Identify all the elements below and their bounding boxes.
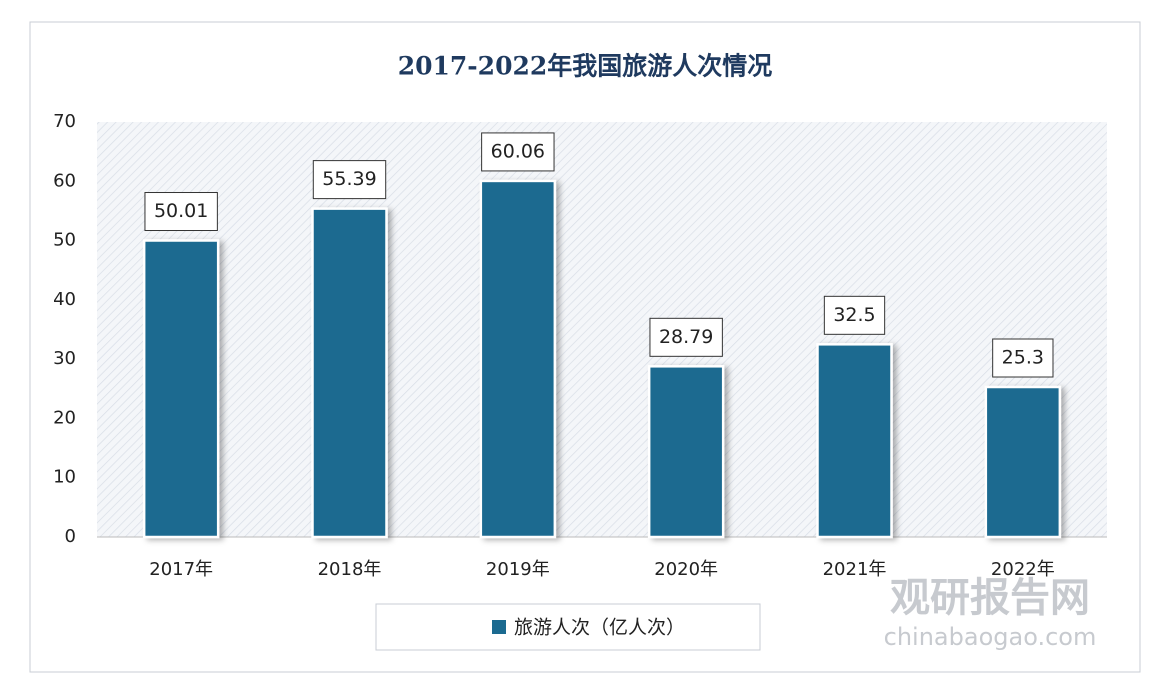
x-tick-label: 2017年 — [149, 559, 213, 580]
bar — [984, 385, 1062, 539]
legend-label: 旅游人次（亿人次） — [514, 617, 685, 639]
plot-area — [97, 122, 1107, 537]
data-label: 25.3 — [992, 338, 1054, 378]
bar — [311, 207, 388, 539]
bar — [816, 343, 893, 539]
watermark-brand: 观研报告网 — [890, 575, 1090, 621]
y-tick-label: 40 — [53, 289, 76, 310]
data-label: 28.79 — [649, 317, 723, 357]
watermark: 观研报告网 chinabaogao.com — [884, 575, 1097, 651]
legend — [375, 603, 761, 651]
data-label-box — [481, 132, 555, 172]
data-label-box — [649, 317, 723, 357]
data-label-text: 32.5 — [833, 304, 875, 326]
bar — [479, 179, 557, 539]
data-label-box — [144, 192, 218, 232]
y-tick-label: 70 — [53, 111, 76, 132]
x-tick-label: 2020年 — [654, 559, 718, 580]
data-label-text: 50.01 — [154, 200, 208, 222]
data-label-text: 25.3 — [1002, 347, 1044, 369]
watermark-url: chinabaogao.com — [884, 623, 1097, 651]
legend-swatch — [492, 620, 506, 634]
data-label: 55.39 — [312, 160, 387, 200]
x-tick-label: 2019年 — [486, 559, 550, 580]
y-tick-label: 20 — [53, 407, 76, 428]
y-tick-label: 30 — [53, 348, 76, 369]
bar — [142, 239, 220, 539]
data-label-text: 55.39 — [322, 168, 376, 190]
data-label-box — [823, 295, 886, 335]
data-label: 32.5 — [823, 295, 886, 335]
chart-title: 2017-2022年我国旅游人次情况 — [398, 52, 773, 81]
bar — [647, 365, 725, 539]
y-tick-label: 0 — [65, 526, 76, 547]
data-label-box — [312, 160, 387, 200]
data-label-box — [992, 338, 1054, 378]
x-tick-label: 2021年 — [823, 559, 887, 580]
y-tick-label: 60 — [53, 170, 76, 191]
data-label-text: 60.06 — [491, 140, 545, 162]
x-tick-label: 2022年 — [991, 559, 1055, 580]
data-label-text: 28.79 — [659, 326, 713, 348]
data-label: 50.01 — [144, 192, 218, 232]
data-label: 60.06 — [481, 132, 555, 172]
y-tick-label: 50 — [53, 230, 76, 251]
x-tick-label: 2018年 — [318, 559, 382, 580]
y-tick-label: 10 — [53, 467, 76, 488]
